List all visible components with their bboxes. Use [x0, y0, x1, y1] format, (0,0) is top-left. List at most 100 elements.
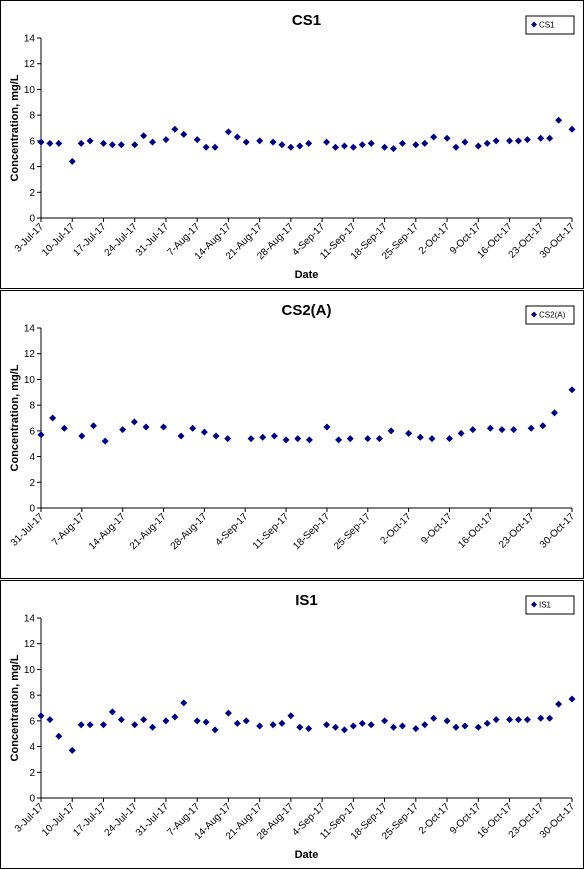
data-point-cs1 [233, 133, 241, 141]
data-point-is1 [233, 719, 241, 727]
chart-svg-cs2a: CS2(A) 0 2 4 6 8 10 12 14 31-Jul-17 7-Aug-17 14-Aug… [9, 302, 578, 552]
data-point-is1 [269, 721, 277, 729]
data-point-is1 [37, 712, 45, 720]
data-point-cs1 [381, 143, 389, 151]
data-point-is1 [523, 716, 531, 724]
data-point-cs2a [160, 423, 168, 431]
data-point-cs1 [171, 125, 179, 133]
chart-svg-is1: IS1024681012143-Jul-1710-Jul-1717-Jul-17… [9, 592, 577, 861]
data-point-is1 [77, 721, 85, 729]
y-tick-label: 2 [29, 478, 35, 489]
data-point-cs2a [323, 423, 331, 431]
legend-box [525, 305, 575, 325]
x-tick-label: 17-Jul-17 [71, 221, 109, 259]
data-point-is1 [46, 716, 54, 724]
data-point-cs2a [130, 418, 138, 426]
x-tick-label: 21-Aug-17 [128, 511, 169, 552]
data-point-is1 [99, 721, 107, 729]
data-point-is1 [162, 717, 170, 725]
data-point-is1 [340, 726, 348, 734]
x-tick-label: 25-Sep-17 [332, 511, 373, 552]
data-point-cs1 [506, 137, 514, 145]
legend: CS1 [525, 15, 575, 35]
data-point-is1 [287, 712, 295, 720]
legend-marker [531, 21, 537, 28]
data-point-cs2a [101, 437, 109, 445]
x-tick-label: 24-Jul-17 [103, 801, 141, 839]
x-tick-label: 31-Jul-17 [9, 511, 47, 549]
legend: CS2(A) [525, 305, 575, 325]
data-point-cs2a [387, 427, 395, 435]
x-tick-label: 24-Jul-17 [103, 221, 141, 259]
chart-title: CS2(A) [281, 302, 331, 319]
data-point-cs1 [269, 138, 277, 146]
data-point-is1 [180, 699, 188, 707]
data-point-cs1 [523, 136, 531, 144]
x-tick-label: 10-Jul-17 [40, 801, 78, 839]
chart-panel-cs1: CS1 0 2 4 6 8 10 12 14 3-Jul-17 10-Jul-17 17-Jul-17… [0, 0, 584, 289]
data-point-cs1 [474, 142, 482, 150]
data-point-cs1 [340, 142, 348, 150]
data-point-cs1 [514, 137, 522, 145]
data-point-cs2a [416, 433, 424, 441]
y-tick-label: 12 [24, 349, 36, 360]
x-tick-label: 30-Oct-17 [538, 221, 578, 261]
data-point-is1 [483, 719, 491, 727]
data-point-is1 [131, 721, 139, 729]
data-point-is1 [140, 716, 148, 724]
x-tick-label: 11-Sep-17 [251, 511, 292, 552]
data-point-cs1 [287, 143, 295, 151]
chart-title: IS1 [295, 592, 318, 609]
data-point-cs1 [68, 157, 76, 165]
data-point-cs1 [421, 139, 429, 147]
data-point-is1 [296, 723, 304, 731]
data-point-cs1 [180, 130, 188, 138]
y-tick-label: 14 [24, 34, 36, 45]
data-point-cs1 [430, 133, 438, 141]
data-point-is1 [171, 713, 179, 721]
data-point-cs1 [452, 143, 460, 151]
data-point-cs2a [224, 435, 232, 443]
y-tick-label: 0 [29, 794, 35, 805]
x-tick-label: 31-Jul-17 [134, 801, 172, 839]
data-point-is1 [506, 716, 514, 724]
y-tick-label: 4 [29, 452, 35, 463]
legend-box [525, 15, 575, 35]
x-tick-label: 14-Aug-17 [87, 511, 128, 552]
data-point-cs2a [550, 409, 558, 417]
data-point-cs2a [177, 432, 185, 440]
data-point-is1 [537, 714, 545, 722]
data-point-cs1 [149, 138, 157, 146]
data-point-cs2a [305, 436, 313, 444]
data-point-cs1 [461, 138, 469, 146]
data-point-is1 [224, 709, 232, 717]
data-point-cs2a [486, 424, 494, 432]
data-point-is1 [430, 714, 438, 722]
x-tick-label: 2-Oct-17 [417, 221, 453, 257]
data-point-cs1 [483, 139, 491, 147]
data-point-cs1 [37, 138, 45, 146]
chart-panel-cs2a: CS2(A) 0 2 4 6 8 10 12 14 31-Jul-17 7-Aug-17 14-Aug… [0, 290, 584, 579]
data-point-cs2a [469, 426, 477, 434]
data-point-cs1 [555, 116, 563, 124]
y-tick-label: 10 [24, 85, 36, 96]
x-tick-label: 30-Oct-17 [538, 511, 578, 551]
data-point-is1 [452, 723, 460, 731]
data-point-cs2a [527, 424, 535, 432]
data-point-is1 [358, 719, 366, 727]
x-tick-label: 18-Sep-17 [291, 511, 332, 552]
data-point-cs1 [398, 139, 406, 147]
y-tick-label: 2 [29, 768, 35, 779]
data-point-is1 [367, 721, 375, 729]
data-point-cs1 [55, 139, 63, 147]
y-tick-label: 0 [29, 504, 35, 515]
data-point-cs2a [142, 423, 150, 431]
data-point-cs2a [189, 424, 197, 432]
y-tick-label: 6 [29, 716, 35, 727]
y-tick-label: 6 [29, 136, 35, 147]
data-point-is1 [461, 722, 469, 730]
y-axis-title: Concentration, mg/L [9, 74, 21, 181]
data-point-cs1 [492, 137, 500, 145]
x-tick-label: 4-Sep-17 [213, 511, 250, 548]
data-point-cs1 [390, 145, 398, 153]
